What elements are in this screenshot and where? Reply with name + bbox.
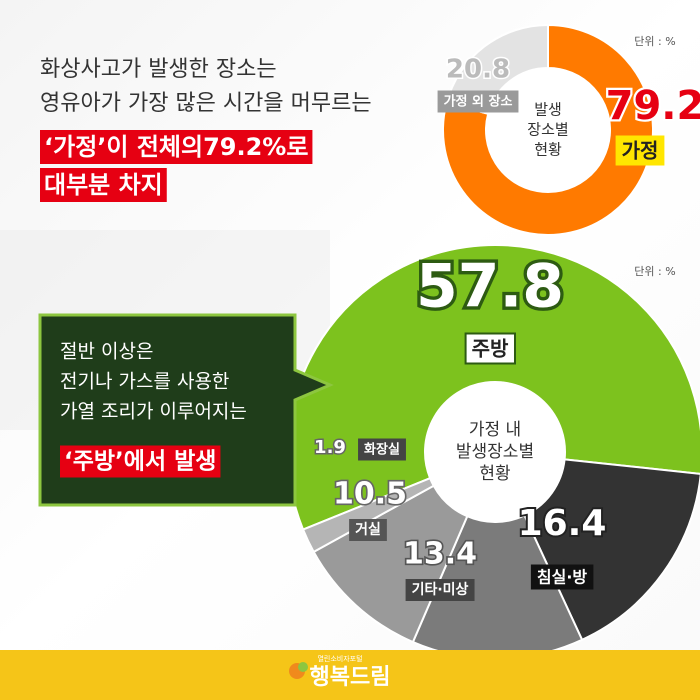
category-label-group: 가정 — [615, 135, 665, 166]
category-label-box — [530, 564, 594, 590]
value-label: 57.8 — [416, 252, 564, 322]
headline-line: 화상사고가 발생한 장소는 — [40, 57, 277, 82]
footer — [0, 650, 700, 700]
category-label-group: 기타·미상 — [405, 579, 475, 601]
category-label-box — [358, 438, 406, 461]
value-label: 79.2 — [606, 83, 700, 129]
category-label-box — [405, 579, 475, 601]
category-label: 화장실 — [364, 442, 400, 458]
callout-line: 전기나 가스를 사용한 — [60, 371, 229, 393]
category-label-box — [349, 519, 387, 541]
callout-highlight: ‘주방’에서 발생 — [64, 449, 216, 475]
category-label: 가정 외 장소 — [444, 94, 513, 110]
value-label: 13.4 — [403, 537, 477, 572]
callout-line: 가열 조리가 이루어지는 — [60, 401, 247, 423]
value-label: 1.9 — [314, 437, 346, 458]
center-label: 장소별 — [527, 121, 568, 139]
value-label: 10.5 — [333, 477, 407, 512]
headline-highlight: 대부분 차지 — [44, 171, 163, 199]
center-label: 현황 — [534, 141, 562, 159]
logo-name: 행복드림 — [310, 665, 391, 690]
category-label-group: 거실 — [349, 519, 387, 541]
category-label-group: 화장실 — [358, 438, 406, 461]
unit-label: 단위 : % — [634, 265, 675, 278]
value-label: 16.4 — [518, 503, 607, 544]
headline-highlight-group: ‘가정’이 전체의79.2%로 — [40, 130, 313, 164]
callout-highlight-group: ‘주방’에서 발생 — [60, 445, 221, 478]
center-label: 현황 — [479, 464, 510, 484]
headline-line: 영유아가 가장 많은 시간을 머무르는 — [40, 91, 372, 116]
center-label: 발생장소별 — [456, 442, 534, 462]
callout-highlight-box — [60, 445, 221, 478]
center-label: 가정 내 — [469, 420, 521, 440]
category-label-box — [464, 332, 516, 365]
category-label-group: 가정 외 장소 — [437, 90, 519, 113]
category-label-group: 침실·방 — [530, 564, 594, 590]
category-label: 침실·방 — [537, 568, 588, 587]
category-label: 주방 — [472, 337, 509, 361]
donut-hole — [425, 382, 565, 522]
category-label: 거실 — [355, 522, 381, 538]
logo-icon — [298, 662, 308, 672]
category-label-group: 주방 — [464, 332, 516, 365]
center-label: 발생 — [534, 101, 562, 119]
category-label-box — [615, 135, 665, 166]
logo-tagline: 열린소비자포털 — [317, 654, 362, 663]
category-label: 가정 — [622, 139, 659, 163]
category-label: 기타·미상 — [412, 582, 469, 598]
headline-highlight-box — [40, 130, 313, 164]
headline-highlight: ‘가정’이 전체의79.2%로 — [44, 133, 308, 161]
headline-highlight-box — [40, 168, 167, 202]
unit-label: 단위 : % — [634, 35, 675, 48]
category-label-box — [437, 90, 519, 113]
headline-highlight-group: 대부분 차지 — [40, 168, 167, 202]
callout-line: 절반 이상은 — [60, 341, 153, 363]
value-label: 20.8 — [446, 55, 510, 85]
